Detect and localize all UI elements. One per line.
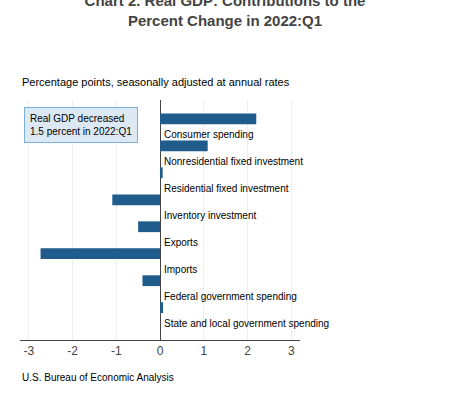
svg-text:Consumer spending: Consumer spending: [164, 129, 254, 140]
svg-text:0: 0: [157, 344, 164, 358]
svg-text:1: 1: [200, 344, 207, 358]
svg-text:Exports: Exports: [164, 237, 198, 248]
svg-text:-2: -2: [67, 344, 78, 358]
svg-text:U.S. Bureau of Economic Analys: U.S. Bureau of Economic Analysis: [22, 372, 174, 383]
svg-text:Inventory investment: Inventory investment: [164, 210, 256, 221]
svg-text:Percentage points, seasonally: Percentage points, seasonally adjusted a…: [22, 76, 290, 88]
svg-text:Residential fixed investment: Residential fixed investment: [164, 183, 289, 194]
svg-text:State and local government spe: State and local government spending: [164, 318, 329, 329]
svg-text:-3: -3: [23, 344, 34, 358]
svg-text:3: 3: [288, 344, 295, 358]
svg-text:Nonresidential fixed investmen: Nonresidential fixed investment: [164, 156, 303, 167]
svg-text:Federal government spending: Federal government spending: [164, 291, 297, 302]
svg-text:Imports: Imports: [164, 264, 197, 275]
svg-text:Real GDP decreased1.5 percent: Real GDP decreased1.5 percent in 2022:Q1: [30, 113, 132, 137]
svg-text:Chart 2. Real GDP: Contributio: Chart 2. Real GDP: Contributions to theP…: [85, 0, 366, 29]
svg-text:-1: -1: [111, 344, 122, 358]
svg-text:2: 2: [244, 344, 251, 358]
